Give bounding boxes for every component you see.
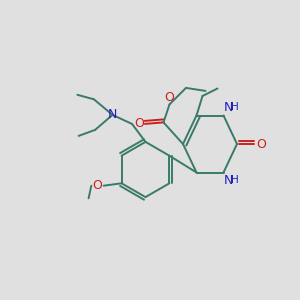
Text: H: H xyxy=(231,175,239,185)
Text: N: N xyxy=(223,100,233,114)
Text: O: O xyxy=(165,91,174,104)
Text: N: N xyxy=(108,108,117,122)
Text: O: O xyxy=(92,179,102,192)
Text: O: O xyxy=(256,137,266,151)
Text: N: N xyxy=(223,173,233,187)
Text: H: H xyxy=(231,102,239,112)
Text: O: O xyxy=(134,117,144,130)
